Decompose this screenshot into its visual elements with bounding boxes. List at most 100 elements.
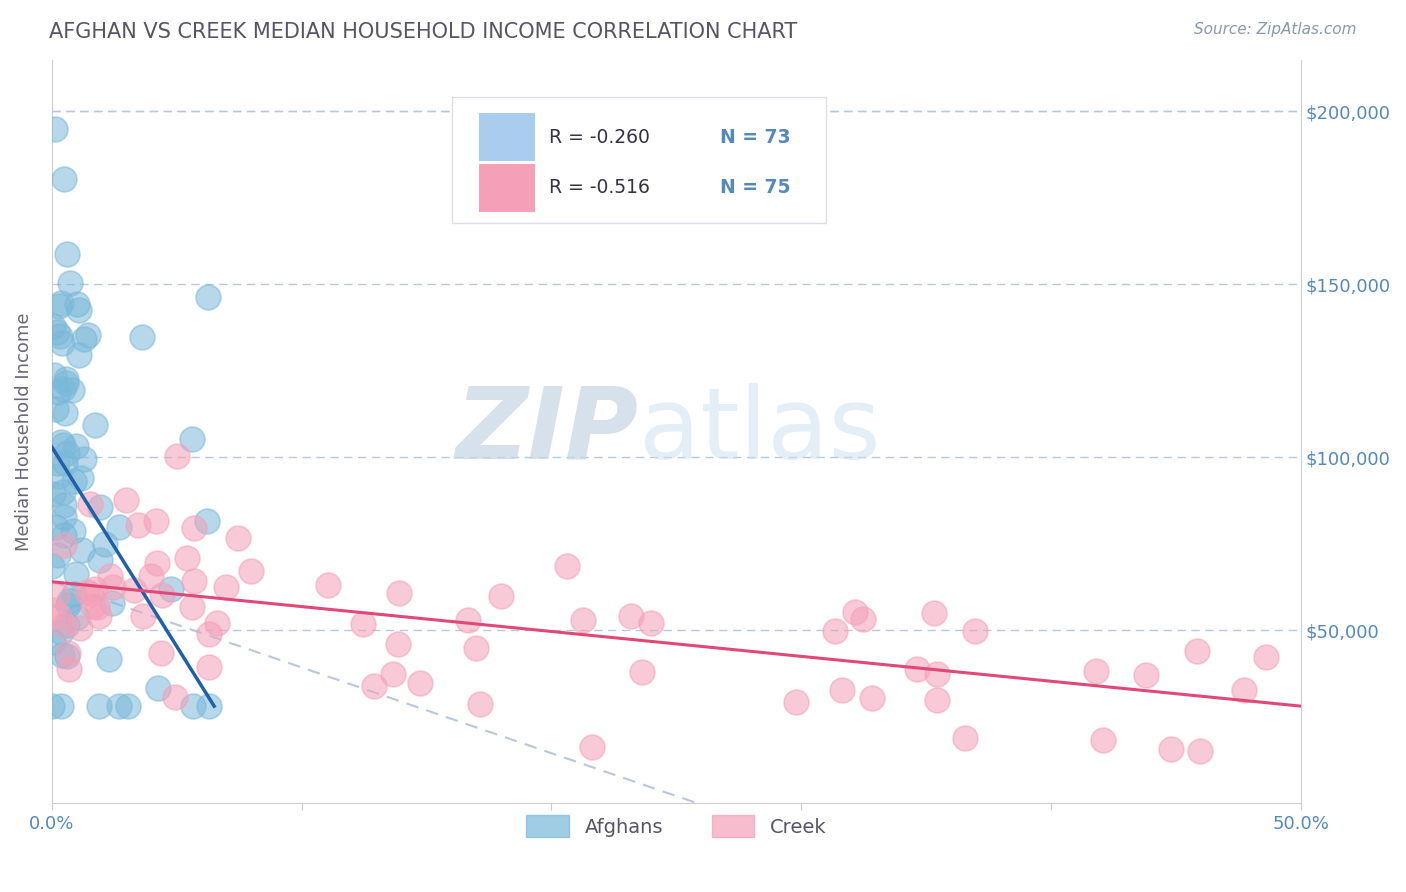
Point	[149, 646, 172, 660]
Point	[831, 682, 853, 697]
Point	[240, 564, 263, 578]
Point	[922, 606, 945, 620]
Point	[489, 589, 512, 603]
Point	[1135, 667, 1157, 681]
Point	[640, 615, 662, 630]
Point	[59, 277, 82, 291]
Point	[67, 302, 90, 317]
Point	[1187, 643, 1209, 657]
Point	[49, 329, 72, 343]
Point	[69, 348, 91, 362]
Point	[62, 524, 84, 538]
Point	[51, 434, 73, 449]
Point	[146, 681, 169, 695]
Point	[42, 318, 65, 333]
Point	[56, 446, 79, 460]
Point	[53, 509, 76, 524]
Point	[52, 538, 75, 552]
Point	[198, 699, 221, 714]
Point	[122, 583, 145, 598]
Point	[83, 418, 105, 433]
Point	[52, 172, 75, 186]
Point	[56, 646, 79, 660]
Point	[94, 537, 117, 551]
Point	[73, 452, 96, 467]
Point	[49, 625, 72, 640]
Point	[824, 624, 846, 638]
Point	[165, 690, 187, 704]
Text: ZIP: ZIP	[456, 383, 638, 480]
Point	[52, 382, 75, 396]
FancyBboxPatch shape	[479, 113, 536, 161]
Point	[98, 652, 121, 666]
Point	[76, 585, 98, 599]
Point	[46, 325, 69, 339]
Point	[620, 608, 643, 623]
Point	[145, 514, 167, 528]
Point	[852, 612, 875, 626]
Point	[56, 598, 79, 612]
Y-axis label: Median Household Income: Median Household Income	[15, 312, 32, 550]
Point	[183, 521, 205, 535]
Point	[69, 622, 91, 636]
Point	[66, 610, 89, 624]
Text: Source: ZipAtlas.com: Source: ZipAtlas.com	[1194, 22, 1357, 37]
Point	[79, 497, 101, 511]
Point	[363, 679, 385, 693]
Point	[70, 543, 93, 558]
Point	[53, 456, 76, 470]
Point	[352, 616, 374, 631]
Point	[197, 627, 219, 641]
Point	[953, 731, 976, 745]
Point	[115, 493, 138, 508]
Point	[630, 665, 652, 679]
Point	[58, 593, 80, 607]
Point	[55, 648, 77, 663]
Point	[131, 330, 153, 344]
Point	[89, 500, 111, 515]
Point	[860, 691, 883, 706]
FancyBboxPatch shape	[451, 96, 827, 223]
Point	[146, 556, 169, 570]
Point	[387, 637, 409, 651]
Point	[181, 600, 204, 615]
Point	[45, 520, 67, 534]
Point	[1254, 650, 1277, 665]
Point	[176, 551, 198, 566]
Point	[181, 432, 204, 446]
Point	[117, 699, 139, 714]
Point	[197, 290, 219, 304]
Point	[52, 617, 75, 632]
Point	[52, 528, 75, 542]
Point	[49, 699, 72, 714]
Point	[86, 599, 108, 614]
Point	[46, 548, 69, 562]
Point	[166, 449, 188, 463]
Point	[65, 567, 87, 582]
Point	[80, 587, 103, 601]
Point	[572, 613, 595, 627]
Point	[388, 586, 411, 600]
Point	[42, 487, 65, 501]
Point	[87, 608, 110, 623]
Text: N = 73: N = 73	[720, 128, 790, 146]
Point	[48, 299, 70, 313]
Point	[45, 401, 67, 416]
Point	[52, 438, 75, 452]
Point	[65, 439, 87, 453]
Point	[52, 484, 75, 499]
Point	[42, 603, 65, 617]
Point	[316, 578, 339, 592]
Point	[41, 558, 63, 573]
Text: N = 75: N = 75	[720, 178, 790, 197]
Point	[100, 596, 122, 610]
Point	[927, 692, 949, 706]
Point	[785, 695, 807, 709]
Point	[963, 624, 986, 638]
Text: R = -0.260: R = -0.260	[548, 128, 650, 146]
Point	[226, 531, 249, 545]
Point	[48, 608, 70, 623]
Point	[51, 336, 73, 351]
Point	[1232, 682, 1254, 697]
Point	[45, 456, 67, 470]
